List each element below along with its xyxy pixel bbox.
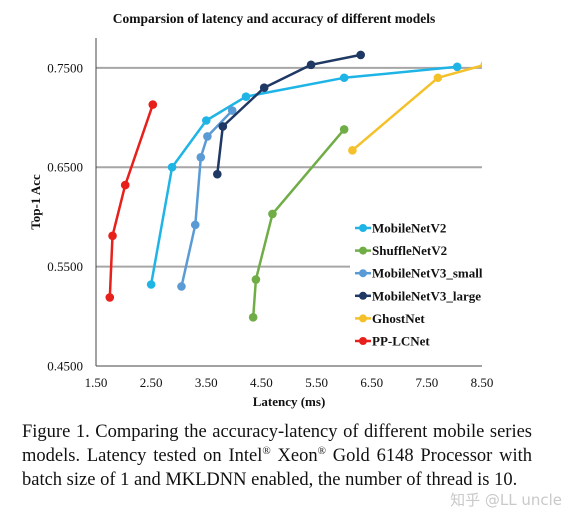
x-tick-label: 4.50 (250, 375, 273, 390)
x-tick-label: 8.50 (471, 375, 494, 390)
legend-item: MobileNetV2 (355, 221, 446, 236)
x-tick-labels: 1.50 2.50 3.50 4.50 5.50 6.50 7.50 8.50 (85, 375, 494, 390)
series-line (216, 53, 361, 175)
series-mobilenetv3-small (177, 106, 237, 291)
data-point (227, 106, 237, 115)
data-point (306, 60, 316, 70)
legend-item: PP-LCNet (355, 334, 430, 349)
data-point (218, 122, 228, 131)
legend-label: PP-LCNet (372, 334, 430, 349)
data-point (201, 116, 211, 125)
figure-caption: Figure 1. Comparing the accuracy-latency… (22, 420, 532, 492)
legend-swatch-marker (359, 224, 367, 232)
legend-label: MobileNetV2 (372, 221, 446, 236)
legend-item: ShuffleNetV2 (355, 243, 447, 258)
registered-mark-1: ® (262, 445, 271, 457)
y-tick-label: 0.7500 (47, 60, 83, 75)
legend-label: GhostNet (372, 311, 425, 326)
x-axis-label: Latency (ms) (253, 394, 326, 409)
caption-part-1: Figure 1. Comparing the accuracy-latency… (22, 422, 532, 466)
y-tick-label: 0.6500 (47, 160, 83, 175)
legend-label: MobileNetV3_small (372, 266, 483, 281)
legend-swatch-marker (359, 337, 367, 345)
series-line (149, 65, 458, 285)
data-point (433, 73, 443, 83)
series-mobilenetv3-large (213, 50, 365, 179)
chart-title: Comparsion of latency and accuracy of di… (113, 11, 436, 26)
series-mobilenetv2 (146, 62, 462, 289)
data-point (120, 180, 130, 190)
x-tick-label: 7.50 (415, 375, 438, 390)
caption-part-3: Gold 6148 Processor with batch size of 1… (22, 446, 532, 490)
data-point (452, 62, 462, 72)
watermark: 知乎 @LL uncle (450, 491, 562, 509)
series-pp-lcnet (105, 100, 158, 302)
data-point (177, 282, 186, 291)
x-tick-label: 2.50 (140, 375, 163, 390)
series-ghostnet (348, 61, 482, 155)
legend-swatch-marker (359, 314, 367, 323)
data-point (196, 152, 206, 162)
registered-mark-2: ® (317, 445, 326, 457)
data-point (251, 275, 261, 284)
caption-part-2: Xeon (270, 446, 318, 466)
y-tick-labels: 0.4500 0.5500 0.6500 0.7500 (47, 60, 83, 373)
data-point (356, 50, 365, 60)
data-point (348, 146, 357, 155)
data-point (108, 231, 117, 241)
data-point (190, 220, 200, 230)
legend-item: MobileNetV3_small (355, 266, 483, 281)
legend-swatch-marker (359, 246, 367, 255)
data-point (148, 100, 158, 109)
legend-item: GhostNet (355, 311, 425, 326)
data-point (146, 280, 156, 289)
data-point (339, 73, 349, 83)
data-point (268, 209, 277, 219)
series-shufflenetv2 (248, 125, 349, 322)
series-line (251, 128, 346, 318)
data-point (167, 162, 177, 172)
legend-background (350, 216, 500, 352)
series-lines (105, 50, 482, 322)
series-line (108, 104, 154, 298)
x-tick-label: 6.50 (360, 375, 383, 390)
data-point (339, 125, 349, 134)
legend-swatch-marker (359, 269, 367, 278)
data-point (203, 132, 212, 141)
x-tick-label: 1.50 (85, 375, 108, 390)
x-tick-label: 5.50 (305, 375, 328, 390)
series-line (351, 64, 482, 152)
legend-label: MobileNetV3_large (372, 288, 481, 303)
data-point (259, 83, 269, 92)
y-axis-label: Top-1 Acc (28, 174, 43, 230)
y-tick-label: 0.4500 (47, 359, 83, 374)
data-point (105, 293, 115, 302)
data-point (480, 61, 482, 69)
latency-accuracy-chart: Comparsion of latency and accuracy of di… (28, 11, 500, 409)
data-point (213, 169, 222, 179)
legend-label: ShuffleNetV2 (372, 243, 447, 258)
data-point (248, 312, 258, 322)
legend-swatch-marker (359, 291, 367, 300)
legend: MobileNetV2 ShuffleNetV2 MobileNetV3_small… (355, 221, 483, 349)
y-tick-label: 0.5500 (47, 259, 83, 274)
data-point (241, 92, 251, 101)
x-tick-label: 3.50 (195, 375, 218, 390)
legend-item: MobileNetV3_large (355, 288, 481, 303)
